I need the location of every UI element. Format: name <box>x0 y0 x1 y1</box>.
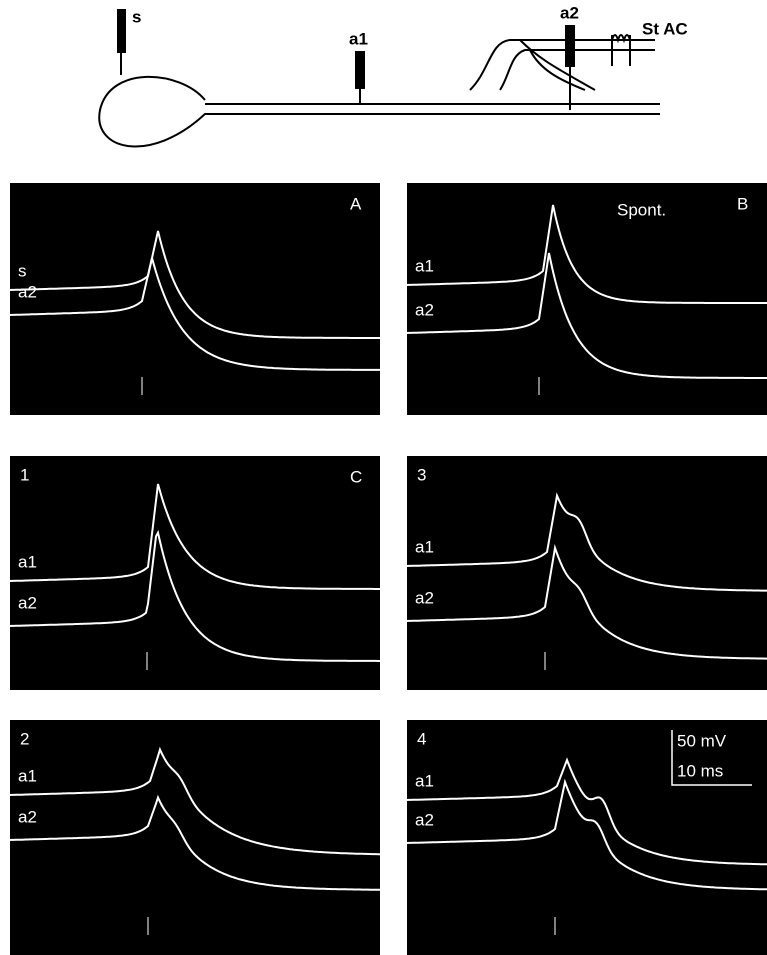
trace <box>9 257 380 371</box>
diagram-label: St AC <box>642 19 688 38</box>
panel-number: 4 <box>417 729 426 748</box>
panel-background <box>407 183 767 415</box>
trace-label: a1 <box>18 552 37 571</box>
scale-bar <box>671 730 752 786</box>
trace <box>9 529 380 662</box>
trace-label: a1 <box>415 771 434 790</box>
trace <box>9 794 380 891</box>
electrode <box>355 51 365 89</box>
panel-number: 2 <box>20 729 29 748</box>
trace <box>406 778 767 891</box>
trace-label: a2 <box>415 810 434 829</box>
panel: a1 a2 1 C <box>9 456 380 690</box>
neuron-outline <box>98 75 660 148</box>
electrode <box>117 9 126 53</box>
panel-background <box>10 183 380 415</box>
panel: a1 a2 4 50 mV 10 ms <box>406 720 767 955</box>
panel-background <box>407 720 767 955</box>
trace-label: a2 <box>18 807 37 826</box>
panel-number: 3 <box>417 465 426 484</box>
trace <box>406 757 767 866</box>
panel-background <box>407 456 767 690</box>
panel: a1 a2 2 <box>9 720 380 955</box>
panel-letter: B <box>737 194 748 213</box>
panel-number: 1 <box>20 465 29 484</box>
trace <box>9 483 380 590</box>
trace-label: a2 <box>415 300 434 319</box>
diagram-label: s <box>132 7 141 26</box>
neuron-diagram: s a1 a2 St AC <box>98 3 688 148</box>
panel: a1 a2 3 <box>406 456 767 690</box>
trace-label: a1 <box>18 766 37 785</box>
trace-label: a1 <box>415 537 434 556</box>
panel-note: Spont. <box>617 200 666 219</box>
trace-label: a2 <box>18 282 37 301</box>
trace <box>9 746 380 856</box>
trace <box>406 204 767 304</box>
trace-label: a2 <box>18 593 37 612</box>
trace-label: s <box>18 261 27 280</box>
panel-background <box>10 456 380 690</box>
trace <box>406 543 767 660</box>
stimulator-coil <box>611 34 631 66</box>
diagram-label: a1 <box>349 29 368 48</box>
panel: s a2 A <box>9 183 380 415</box>
panel-letter: C <box>350 467 362 486</box>
panel-letter: A <box>350 194 362 213</box>
trace <box>406 492 767 592</box>
diagram-label: a2 <box>560 3 579 22</box>
trace-label: a2 <box>415 588 434 607</box>
scale-label: 50 mV <box>677 731 727 750</box>
scale-label: 10 ms <box>677 761 723 780</box>
electrode <box>565 25 575 67</box>
panel: a1 a2 B Spont. <box>406 183 767 415</box>
trace <box>406 252 767 379</box>
trace <box>9 230 380 339</box>
stimulating-wires <box>469 39 655 91</box>
trace-label: a1 <box>415 256 434 275</box>
